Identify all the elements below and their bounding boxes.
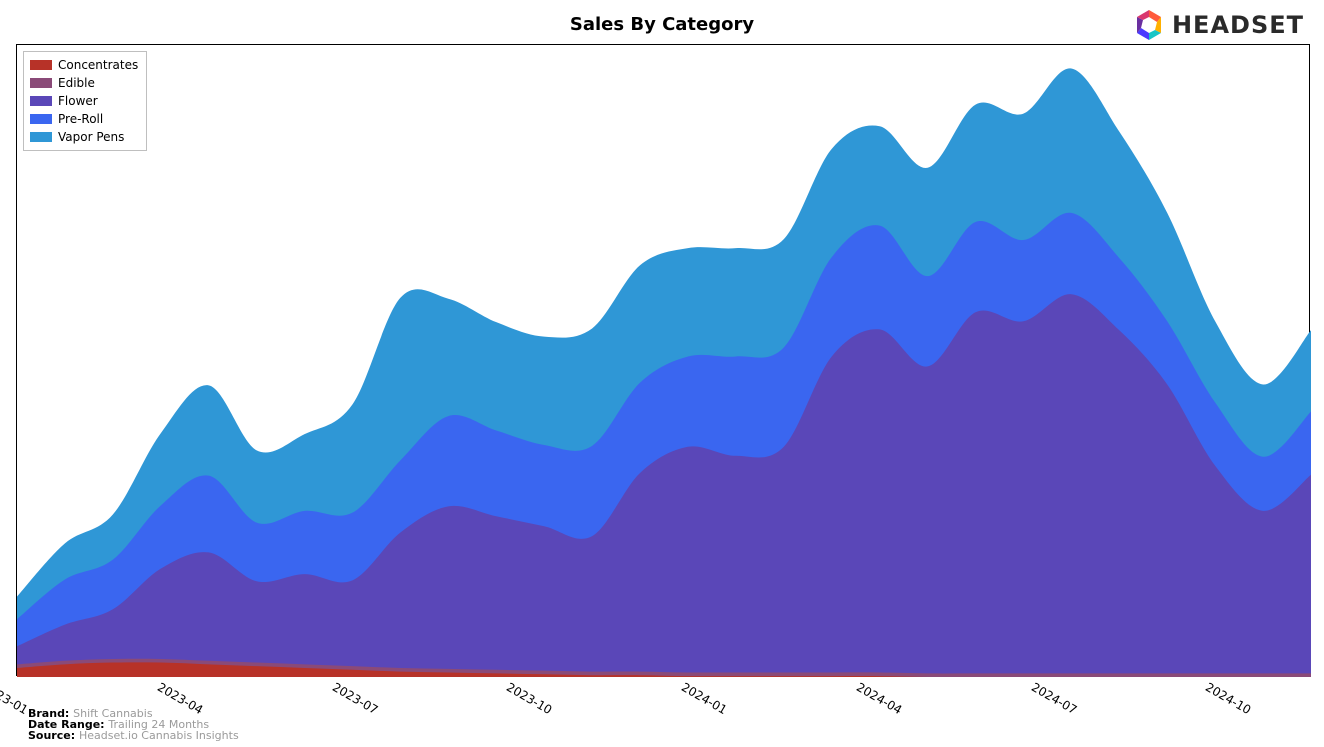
legend-swatch xyxy=(30,96,52,106)
x-tick-label: 2023-10 xyxy=(504,680,554,717)
x-tick-label: 2024-07 xyxy=(1029,680,1079,717)
x-tick-label: 2024-04 xyxy=(854,680,904,717)
legend-label: Edible xyxy=(58,76,95,90)
x-tick-label: 2024-10 xyxy=(1203,680,1253,717)
legend-item-vapor-pens: Vapor Pens xyxy=(30,128,138,146)
brand-logo: HEADSET xyxy=(1132,8,1304,42)
stacked-area-svg xyxy=(17,45,1311,677)
legend-label: Flower xyxy=(58,94,98,108)
legend-swatch xyxy=(30,114,52,124)
legend-label: Vapor Pens xyxy=(58,130,124,144)
x-tick-label: 2023-07 xyxy=(330,680,380,717)
footer-line: Source: Headset.io Cannabis Insights xyxy=(28,730,239,741)
x-tick-label: 2023-01 xyxy=(0,680,31,717)
plot-area: Concentrates Edible Flower Pre-Roll Vapor Pe… xyxy=(16,44,1310,676)
legend-item-edible: Edible xyxy=(30,74,138,92)
legend-item-pre-roll: Pre-Roll xyxy=(30,110,138,128)
footer-label: Source: xyxy=(28,729,79,742)
legend-swatch xyxy=(30,132,52,142)
legend-label: Pre-Roll xyxy=(58,112,103,126)
x-tick-label: 2024-01 xyxy=(679,680,729,717)
chart-container: Sales By Category HEADSET Concentrates Ed… xyxy=(0,0,1324,747)
logo-text: HEADSET xyxy=(1172,11,1304,39)
legend-label: Concentrates xyxy=(58,58,138,72)
legend: Concentrates Edible Flower Pre-Roll Vapor Pe… xyxy=(23,51,147,151)
footer-value: Headset.io Cannabis Insights xyxy=(79,729,239,742)
headset-icon xyxy=(1132,8,1166,42)
chart-footer: Brand: Shift CannabisDate Range: Trailin… xyxy=(28,708,239,741)
legend-swatch xyxy=(30,78,52,88)
legend-swatch xyxy=(30,60,52,70)
legend-item-concentrates: Concentrates xyxy=(30,56,138,74)
legend-item-flower: Flower xyxy=(30,92,138,110)
chart-title: Sales By Category xyxy=(0,14,1324,35)
